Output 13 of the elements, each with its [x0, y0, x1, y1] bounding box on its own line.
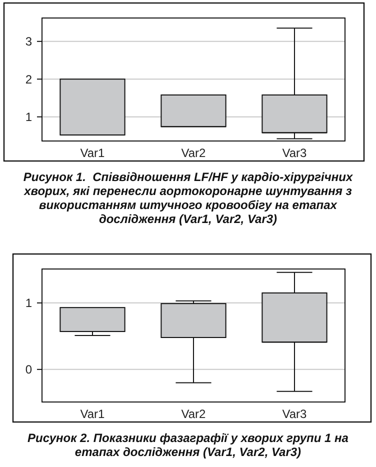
y-tick-label: 1: [25, 110, 32, 124]
x-tick-label: Var3: [282, 146, 308, 160]
y-tick-label: 3: [25, 34, 32, 49]
text: Рисунок 1. Співвідношення LF/HF у кардіо-хірургічних хворих, які перенесли аортокоронарне шунтування з використанням штучного кровообігу на етапах дослідження (Var1, Var2, Var3): [23, 170, 354, 226]
x-tick-label: Var2: [181, 146, 206, 160]
y-tick-label: 2: [25, 72, 32, 86]
x-tick-label: Var2: [181, 407, 206, 421]
x-tick-label: Var3: [282, 407, 308, 421]
text: Рисунок 2. Показники фазаграфії у хворих групи 1 на етапах дослідження (Var1, Var2, Var3): [28, 431, 349, 459]
y-tick-label: 0: [25, 362, 32, 377]
x-tick-label: Var1: [80, 146, 106, 160]
x-tick-label: Var1: [80, 407, 106, 421]
y-tick-label: 1: [25, 296, 32, 310]
